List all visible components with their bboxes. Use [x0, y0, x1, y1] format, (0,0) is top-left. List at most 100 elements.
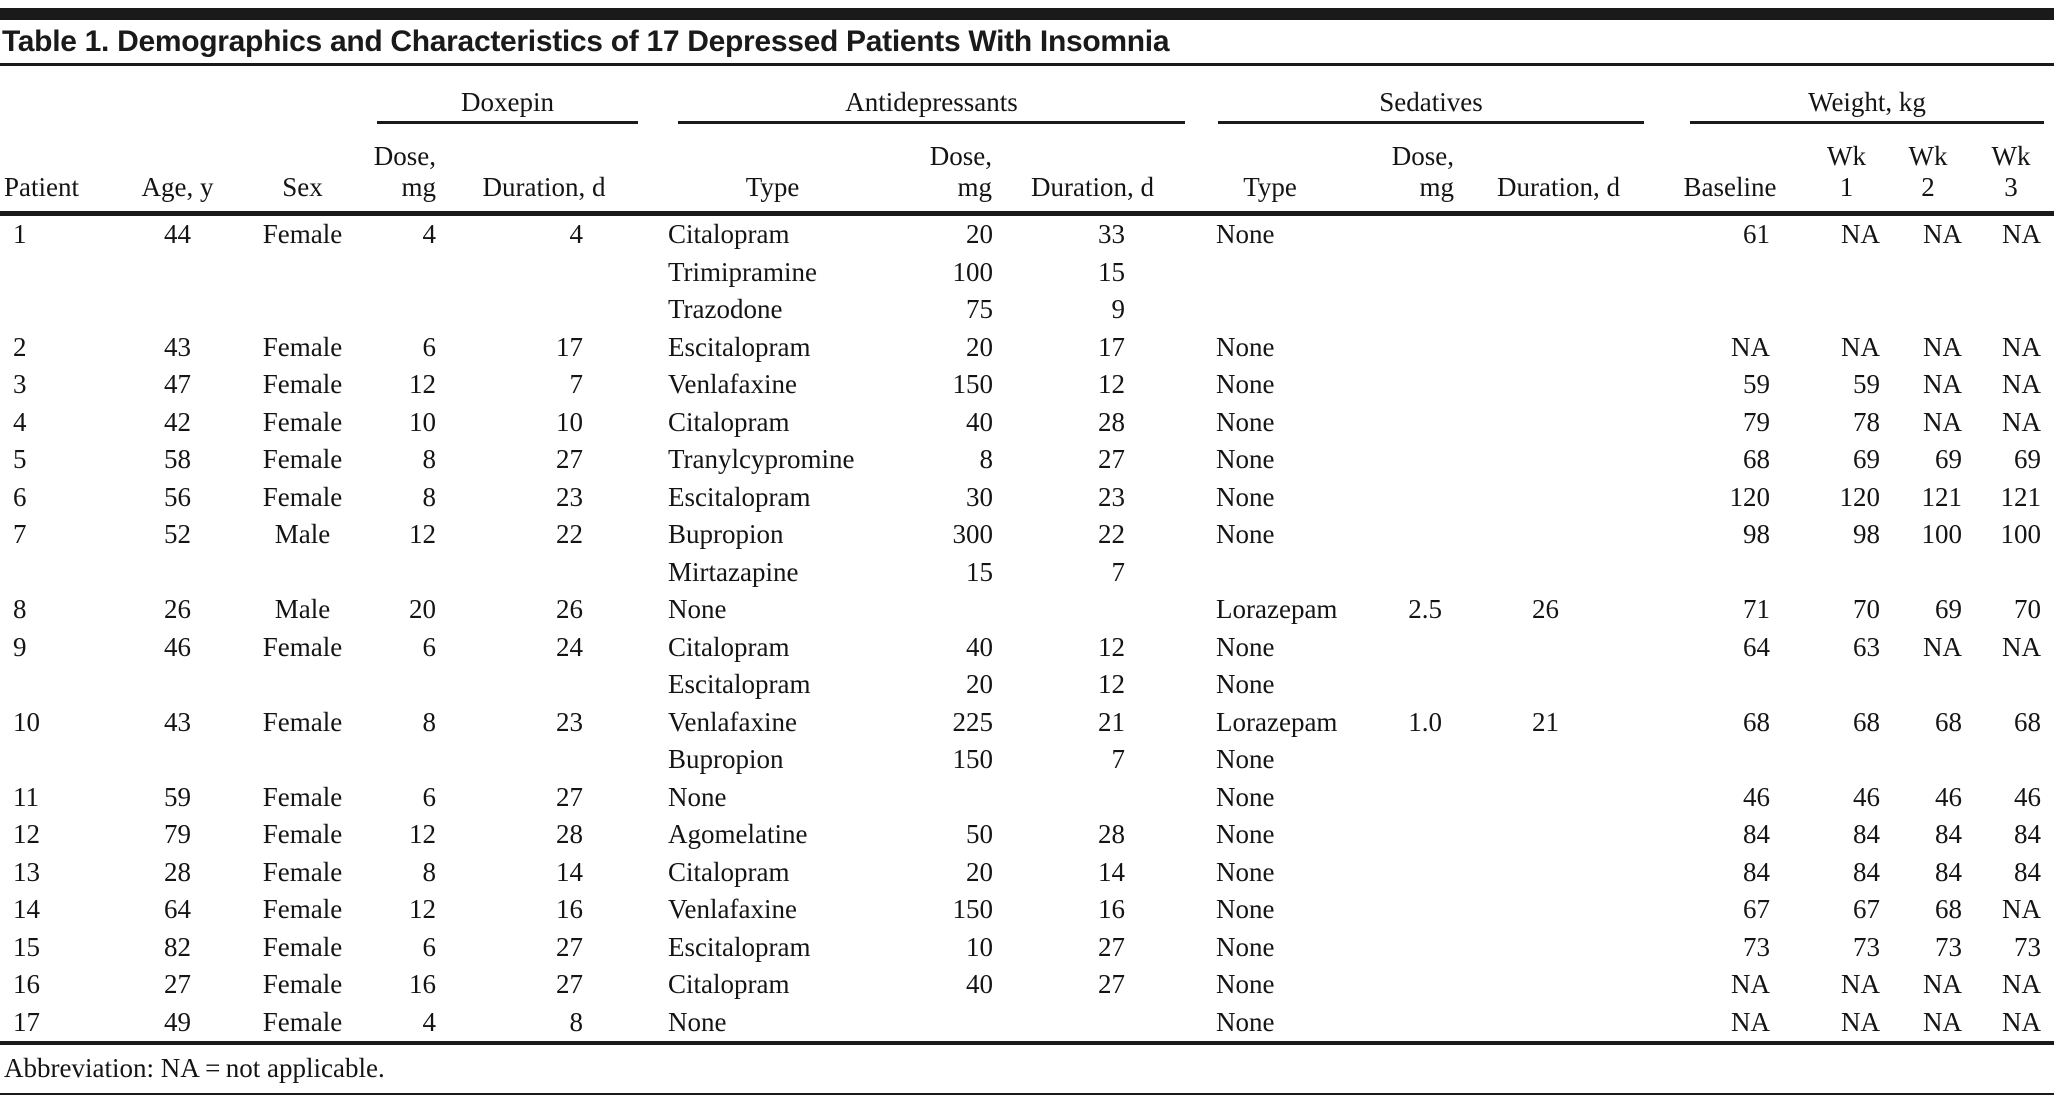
cell: 71: [1743, 594, 1771, 624]
cell: 11: [13, 781, 39, 812]
cell: [1888, 666, 1968, 704]
cell: [1655, 666, 1805, 704]
cell: NA: [1841, 969, 1881, 999]
table-row: 1 44 Female 4 4 Citalopram 20 33 None 61 NA NA NA: [0, 214, 2054, 254]
cell: Female: [262, 369, 343, 399]
cell: Bupropion: [668, 519, 784, 549]
cell: None: [1216, 219, 1275, 249]
cell: [1355, 214, 1462, 254]
cell: 8: [422, 444, 437, 474]
cell: None: [1216, 519, 1275, 549]
cell: Lorazepam: [1216, 594, 1338, 624]
cell: NA: [2002, 1006, 2042, 1037]
column-header-baseline: Baseline: [1655, 124, 1806, 216]
column-header-ad-type: Type: [640, 124, 906, 216]
cell: 121: [1921, 481, 1963, 512]
cell: 23: [556, 706, 584, 737]
cell: NA: [2002, 369, 2042, 399]
cell: 59: [164, 781, 191, 812]
cell: NA: [1923, 406, 1963, 437]
cell: 16: [13, 969, 40, 999]
column-header-sex: Sex: [245, 124, 360, 216]
cell: [360, 254, 448, 292]
cell: None: [1216, 331, 1275, 362]
cell: NA: [1731, 969, 1771, 999]
cell: 17: [1098, 331, 1126, 362]
cell: 20: [966, 331, 994, 362]
cell: 7: [569, 369, 584, 399]
cell: 33: [1098, 219, 1126, 249]
cell: NA: [1923, 631, 1963, 662]
cell: Female: [262, 1006, 343, 1037]
cell: [1355, 966, 1462, 1004]
cell: 68: [1743, 444, 1771, 474]
cell: 20: [409, 594, 436, 624]
cell: Trazodone: [668, 294, 783, 324]
cell: [448, 291, 640, 329]
cell: NA: [2002, 331, 2042, 362]
cell: 69: [1935, 444, 1963, 474]
cell: 84: [1743, 819, 1771, 849]
cell: 73: [1743, 931, 1771, 962]
cell: [1968, 741, 2054, 779]
column-header-sed-type: Type: [1185, 124, 1356, 216]
cell: [245, 666, 360, 704]
cell: [1462, 741, 1655, 779]
cell: 44: [164, 219, 191, 249]
cell: 100: [952, 256, 994, 287]
table-row: 16 27 Female 16 27 Citalopram 40 27 None NA NA NA NA: [0, 966, 2054, 1004]
cell: 6: [422, 781, 437, 812]
cell: None: [1216, 444, 1275, 474]
cell: [1355, 254, 1462, 292]
cell: None: [668, 1006, 727, 1037]
cell: Female: [262, 819, 343, 849]
cell: 27: [1098, 931, 1126, 962]
cell: 24: [556, 631, 584, 662]
cell: [245, 741, 360, 779]
cell: Female: [262, 931, 343, 962]
cell: [110, 741, 245, 779]
cell: 27: [556, 969, 584, 999]
cell: 46: [1743, 781, 1771, 812]
cell: Female: [262, 631, 343, 662]
cell: [360, 554, 448, 592]
cell: [1805, 254, 1888, 292]
table-row: 11 59 Female 6 27 None None 46 46 46 46: [0, 779, 2054, 817]
cell: NA: [1841, 219, 1881, 249]
table-row: 4 42 Female 10 10 Citalopram 40 28 None 79 78 NA NA: [0, 404, 2054, 442]
cell: 2.5: [1408, 594, 1443, 624]
cell: 12: [409, 519, 436, 549]
cell: 15: [13, 931, 40, 962]
cell: [360, 741, 448, 779]
cell: 8: [422, 481, 437, 512]
cell: 21: [1532, 706, 1560, 737]
cell: 73: [1853, 931, 1881, 962]
cell: Mirtazapine: [668, 556, 799, 587]
cell: [1355, 666, 1462, 704]
cell: [110, 291, 245, 329]
cell: Female: [262, 706, 343, 737]
cell: 40: [966, 631, 994, 662]
cell: 79: [1743, 406, 1771, 437]
cell: [1185, 254, 1355, 292]
cell: Tranylcypromine: [668, 444, 855, 474]
cell: [0, 554, 110, 592]
cell: 150: [952, 744, 994, 774]
cell: 28: [1098, 406, 1126, 437]
cell: NA: [1923, 219, 1963, 249]
cell: 68: [1935, 706, 1963, 737]
cell: None: [668, 594, 727, 624]
cell: [905, 591, 1000, 629]
cell: 46: [2014, 781, 2042, 812]
cell: 47: [164, 369, 191, 399]
cell: 6: [422, 931, 437, 962]
cell: Agomelatine: [668, 819, 808, 849]
cell: Male: [274, 519, 331, 549]
cell: 6: [13, 481, 27, 512]
cell: 150: [952, 894, 994, 924]
cell: [905, 1004, 1000, 1044]
cell: [1462, 329, 1655, 367]
cell: Trimipramine: [668, 256, 818, 287]
cell: 16: [409, 969, 436, 999]
